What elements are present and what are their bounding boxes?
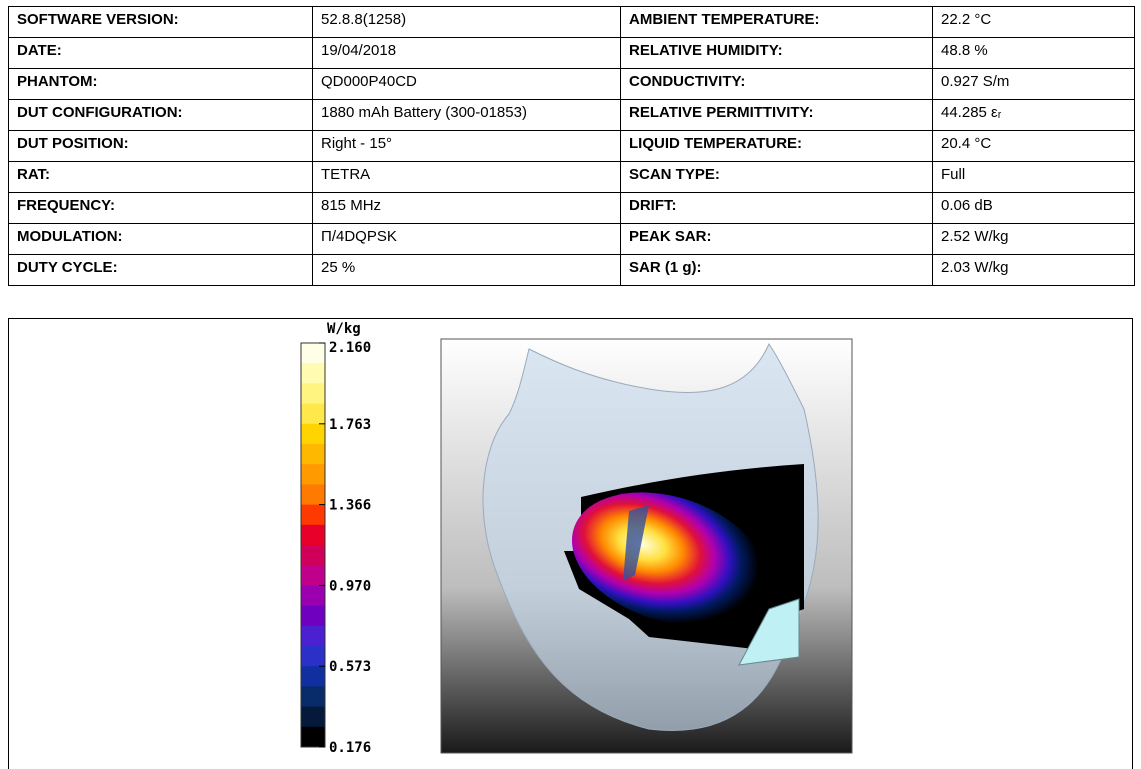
field-label: RAT: (9, 162, 313, 193)
field-label: MODULATION: (9, 224, 313, 255)
field-label: LIQUID TEMPERATURE: (621, 131, 933, 162)
field-value: Π/4DQPSK (313, 224, 621, 255)
field-label: SOFTWARE VERSION: (9, 7, 313, 38)
field-label: SCAN TYPE: (621, 162, 933, 193)
colorbar-label: 1.763 (329, 417, 371, 433)
colorbar-band (301, 686, 325, 707)
sar-plot-area: 2.160 1.763 1.366 0.970 0.573 0.176 W/kg (8, 318, 1133, 769)
field-label: FREQUENCY: (9, 193, 313, 224)
field-label: DUT POSITION: (9, 131, 313, 162)
field-label: PEAK SAR: (621, 224, 933, 255)
field-label: SAR (1 g): (621, 255, 933, 286)
colorbar-label: 0.573 (329, 659, 371, 675)
field-value: 25 % (313, 255, 621, 286)
field-value: Full (933, 162, 1135, 193)
field-label: CONDUCTIVITY: (621, 69, 933, 100)
colorbar-band (301, 666, 325, 687)
field-label: PHANTOM: (9, 69, 313, 100)
field-label: DUT CONFIGURATION: (9, 100, 313, 131)
field-label: RELATIVE PERMITTIVITY: (621, 100, 933, 131)
field-label: RELATIVE HUMIDITY: (621, 38, 933, 69)
field-value: 2.52 W/kg (933, 224, 1135, 255)
sar-plot: 2.160 1.763 1.366 0.970 0.573 0.176 W/kg (9, 319, 1132, 759)
colorbar-band (301, 707, 325, 728)
table-row: SOFTWARE VERSION:52.8.8(1258)AMBIENT TEM… (9, 7, 1135, 38)
field-value: 2.03 W/kg (933, 255, 1135, 286)
info-table-wrap: SOFTWARE VERSION:52.8.8(1258)AMBIENT TEM… (8, 6, 1134, 286)
colorbar-band (301, 727, 325, 748)
colorbar-band (301, 464, 325, 485)
colorbar-band (301, 585, 325, 606)
field-value: 20.4 °C (933, 131, 1135, 162)
colorbar-band (301, 646, 325, 667)
table-row: DUTY CYCLE:25 %SAR (1 g):2.03 W/kg (9, 255, 1135, 286)
field-value: TETRA (313, 162, 621, 193)
colorbar-band (301, 343, 325, 364)
table-row: DUT CONFIGURATION:1880 mAh Battery (300-… (9, 100, 1135, 131)
field-value: 0.927 S/m (933, 69, 1135, 100)
field-value: 815 MHz (313, 193, 621, 224)
field-value: Right - 15° (313, 131, 621, 162)
field-value: 22.2 °C (933, 7, 1135, 38)
info-table: SOFTWARE VERSION:52.8.8(1258)AMBIENT TEM… (8, 6, 1135, 286)
field-label: AMBIENT TEMPERATURE: (621, 7, 933, 38)
colorbar-label: 1.366 (329, 498, 371, 514)
field-value: 1880 mAh Battery (300-01853) (313, 100, 621, 131)
colorbar-band (301, 525, 325, 546)
colorbar-band (301, 606, 325, 627)
colorbar-band (301, 383, 325, 404)
field-value: 48.8 % (933, 38, 1135, 69)
field-value: 19/04/2018 (313, 38, 621, 69)
page: SOFTWARE VERSION:52.8.8(1258)AMBIENT TEM… (0, 0, 1141, 756)
table-body: SOFTWARE VERSION:52.8.8(1258)AMBIENT TEM… (9, 7, 1135, 286)
field-label: DRIFT: (621, 193, 933, 224)
colorbar-unit: W/kg (327, 321, 361, 337)
colorbar: 2.160 1.763 1.366 0.970 0.573 0.176 (301, 340, 371, 756)
table-row: DUT POSITION:Right - 15°LIQUID TEMPERATU… (9, 131, 1135, 162)
field-value: QD000P40CD (313, 69, 621, 100)
colorbar-label: 0.970 (329, 578, 371, 594)
colorbar-band (301, 626, 325, 647)
colorbar-band (301, 424, 325, 445)
colorbar-band (301, 484, 325, 505)
field-label: DATE: (9, 38, 313, 69)
colorbar-band (301, 363, 325, 384)
colorbar-label: 2.160 (329, 340, 371, 356)
colorbar-band (301, 505, 325, 526)
field-label: DUTY CYCLE: (9, 255, 313, 286)
field-value: 44.285 εᵣ (933, 100, 1135, 131)
colorbar-band (301, 404, 325, 425)
colorbar-band (301, 565, 325, 586)
colorbar-band (301, 545, 325, 566)
colorbar-band (301, 444, 325, 465)
field-value: 52.8.8(1258) (313, 7, 621, 38)
field-value: 0.06 dB (933, 193, 1135, 224)
colorbar-label: 0.176 (329, 740, 371, 756)
